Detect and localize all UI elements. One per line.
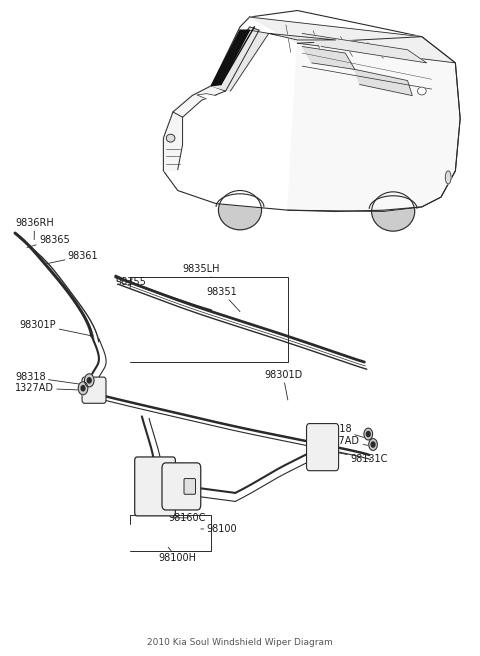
Ellipse shape (218, 190, 262, 230)
Text: 98100: 98100 (201, 524, 237, 534)
Text: 98301D: 98301D (264, 370, 302, 400)
Polygon shape (211, 30, 269, 91)
Text: 2010 Kia Soul Windshield Wiper Diagram: 2010 Kia Soul Windshield Wiper Diagram (147, 638, 333, 647)
Circle shape (369, 439, 377, 451)
Circle shape (78, 382, 88, 395)
FancyBboxPatch shape (162, 463, 201, 510)
Ellipse shape (418, 87, 426, 95)
Text: 98100H: 98100H (158, 547, 197, 564)
Circle shape (81, 386, 85, 391)
Text: 98131C: 98131C (330, 451, 387, 464)
Ellipse shape (372, 192, 415, 231)
Circle shape (364, 428, 372, 440)
Text: 98160C: 98160C (168, 513, 205, 523)
Ellipse shape (166, 134, 175, 142)
FancyBboxPatch shape (82, 377, 106, 403)
Text: 98318: 98318 (322, 424, 366, 438)
Polygon shape (173, 86, 226, 117)
Circle shape (84, 374, 94, 387)
FancyBboxPatch shape (184, 479, 195, 494)
Polygon shape (302, 33, 427, 63)
Text: 98355: 98355 (116, 277, 146, 289)
Ellipse shape (445, 171, 451, 184)
Circle shape (366, 432, 370, 437)
Polygon shape (197, 94, 216, 99)
Text: 98365: 98365 (27, 235, 70, 247)
Text: 98351: 98351 (206, 287, 240, 312)
Polygon shape (288, 37, 460, 211)
Text: 98318: 98318 (15, 372, 81, 384)
Text: 98120F: 98120F (144, 487, 180, 498)
Text: 9836RH: 9836RH (15, 218, 54, 239)
Circle shape (371, 442, 375, 447)
Polygon shape (211, 27, 259, 91)
Polygon shape (250, 17, 456, 63)
Polygon shape (163, 10, 460, 211)
Text: 1327AD: 1327AD (322, 436, 371, 446)
Text: 1327AD: 1327AD (15, 383, 86, 393)
Polygon shape (269, 33, 336, 40)
Text: 98301P: 98301P (20, 319, 92, 336)
FancyBboxPatch shape (307, 424, 338, 471)
Polygon shape (211, 30, 250, 86)
Text: 9835LH: 9835LH (182, 264, 220, 277)
Circle shape (87, 378, 91, 383)
Polygon shape (302, 47, 355, 70)
Polygon shape (163, 112, 182, 171)
Polygon shape (355, 70, 412, 96)
Text: 98361: 98361 (46, 251, 98, 264)
FancyBboxPatch shape (135, 457, 175, 516)
